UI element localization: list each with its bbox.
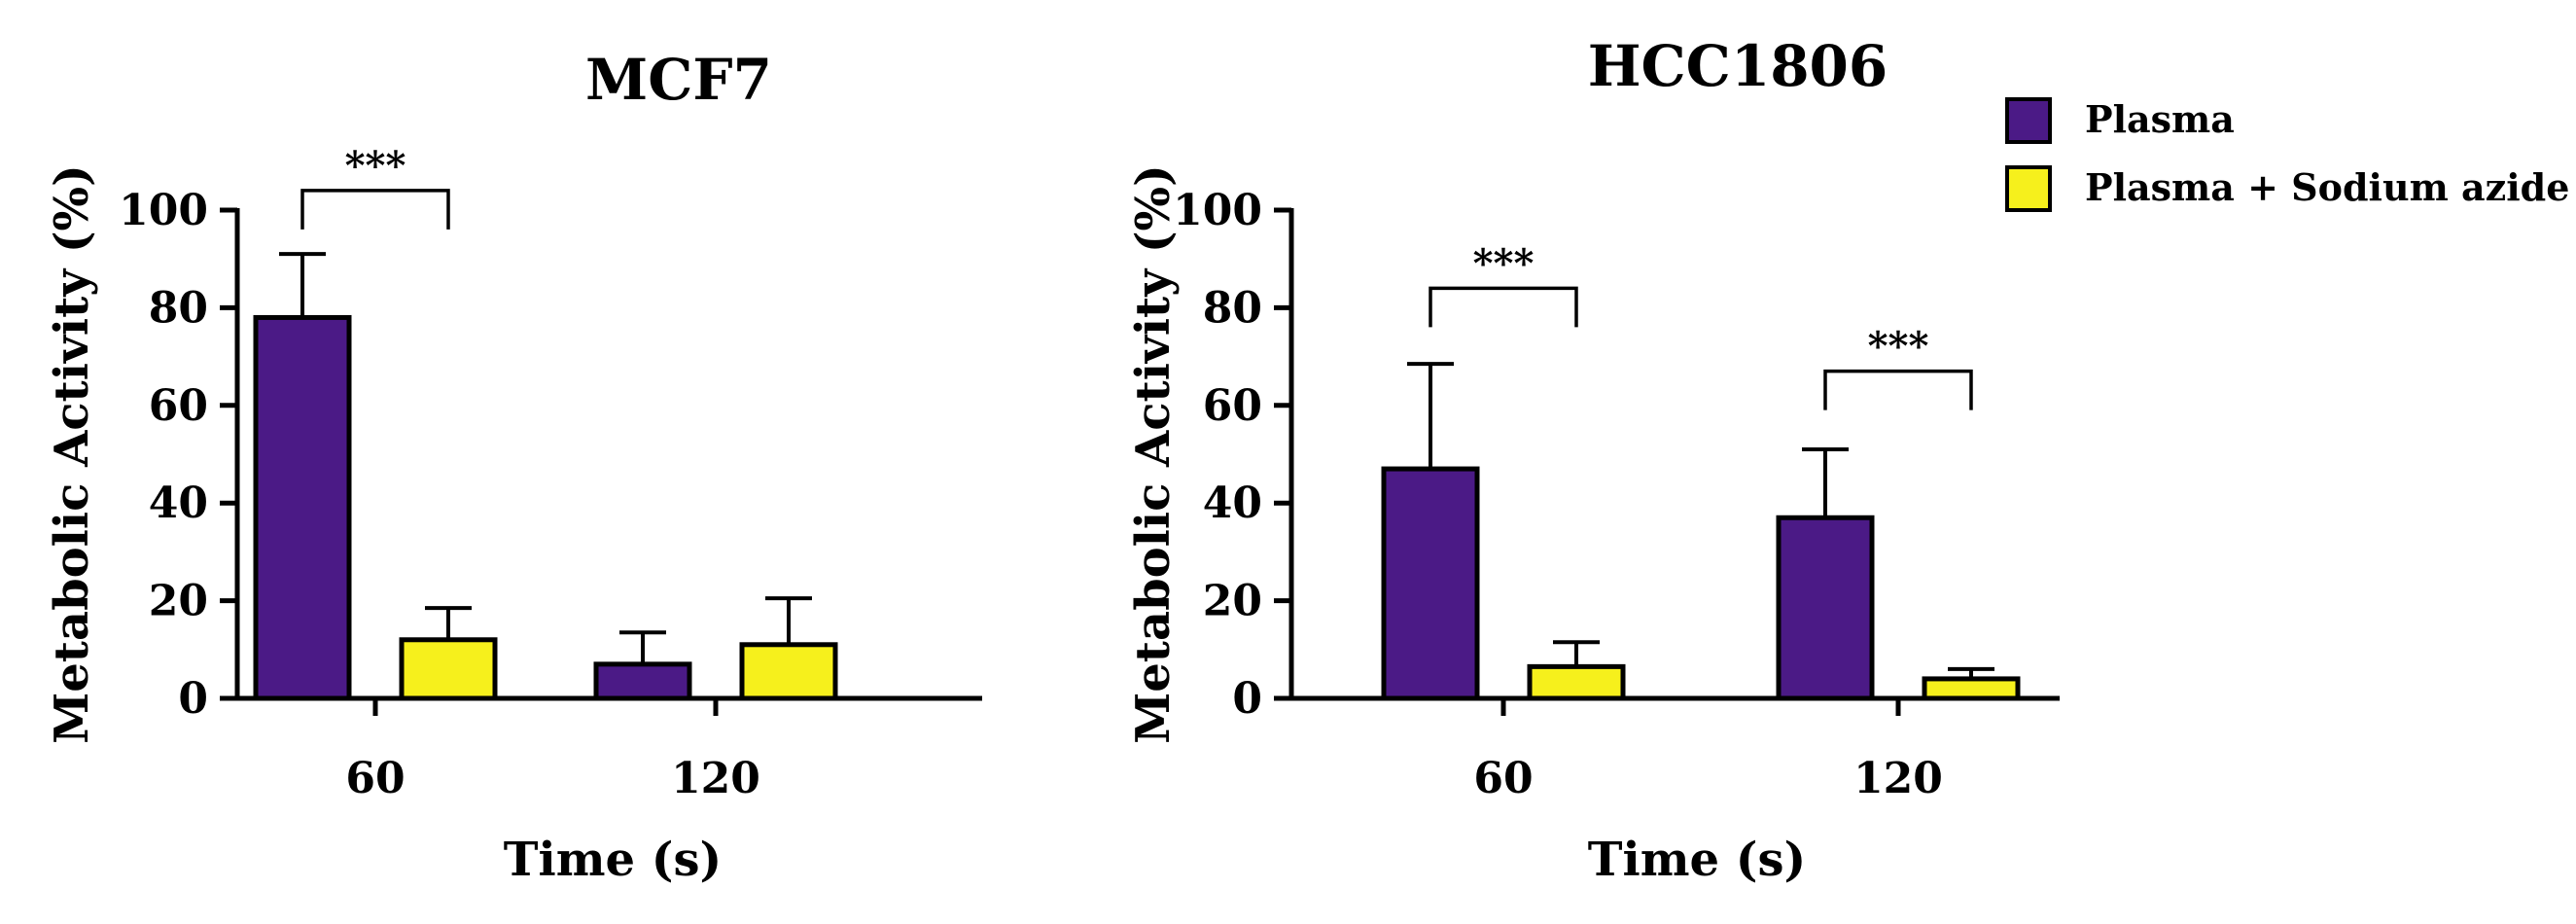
bar [1776,515,1875,701]
y-tick-label: 80 [1203,283,1262,333]
x-tick-label: 60 [345,754,405,803]
chart-title: HCC1806 [1588,33,1888,99]
x-tick-label: 120 [671,754,760,803]
legend: Plasma Plasma + Sodium azide [2005,97,2569,212]
y-tick-label: 0 [178,674,208,724]
bar [253,314,352,701]
y-tick-label: 40 [149,479,208,528]
bar [1527,663,1626,701]
x-tick-label: 120 [1853,754,1943,803]
significance-label: *** [345,143,406,189]
legend-label: Plasma + Sodium azide [2085,165,2569,209]
x-tick-label: 60 [1473,754,1533,803]
legend-label: Plasma [2085,97,2235,141]
y-tick-label: 100 [1173,186,1262,235]
y-tick-label: 0 [1232,674,1262,724]
y-tick-label: 60 [1203,381,1262,431]
significance-label: *** [1868,324,1929,370]
significance-bracket [1429,286,1578,328]
legend-swatch [2005,97,2052,144]
bar [1922,676,2021,701]
bar [593,661,692,701]
chart-panel-2: HCC1806 Metabolic Activity (%) Time (s) 0 20… [1126,33,2060,887]
significance-label: *** [1473,240,1535,286]
legend-swatch [2005,165,2052,212]
significance-bracket [1823,369,1973,410]
y-tick-label: 100 [119,186,208,235]
y-tick-label: 60 [149,381,208,431]
chart-panel-1: MCF7 Metabolic Activity (%) Time (s) 0 20 40 6… [45,47,982,887]
y-tick-label: 80 [149,283,208,333]
y-tick-label: 40 [1203,479,1262,528]
x-axis-label: Time (s) [1588,833,1806,887]
significance-bracket [300,189,450,230]
x-axis-label: Time (s) [504,833,722,887]
y-tick-label: 20 [149,577,208,626]
y-axis-label: Metabolic Activity (%) [45,164,99,744]
bar [1381,466,1480,701]
y-axis-label: Metabolic Activity (%) [1126,164,1181,744]
y-tick-label: 20 [1203,577,1262,626]
bar [399,637,498,701]
chart-title: MCF7 [585,47,772,113]
bar [739,642,838,701]
